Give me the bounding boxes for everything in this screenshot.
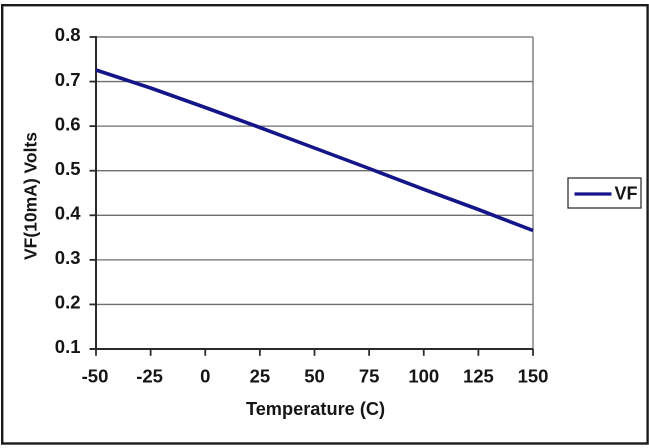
svg-text:25: 25 xyxy=(250,366,271,387)
svg-text:0.7: 0.7 xyxy=(55,69,81,90)
svg-text:0: 0 xyxy=(200,366,210,387)
svg-text:-50: -50 xyxy=(82,366,109,387)
svg-text:0.6: 0.6 xyxy=(55,113,81,134)
svg-text:0.3: 0.3 xyxy=(55,247,81,268)
svg-text:0.1: 0.1 xyxy=(55,336,81,357)
svg-text:150: 150 xyxy=(518,366,549,387)
svg-text:0.4: 0.4 xyxy=(55,203,81,224)
svg-text:VF: VF xyxy=(615,184,638,204)
svg-text:VF(10mA) Volts: VF(10mA) Volts xyxy=(21,132,41,260)
svg-text:125: 125 xyxy=(463,366,494,387)
svg-text:-25: -25 xyxy=(136,366,163,387)
svg-text:0.2: 0.2 xyxy=(55,292,81,313)
svg-text:50: 50 xyxy=(304,366,325,387)
svg-text:0.5: 0.5 xyxy=(55,158,81,179)
svg-text:0.8: 0.8 xyxy=(55,24,81,45)
svg-text:100: 100 xyxy=(408,366,439,387)
svg-text:Temperature (C): Temperature (C) xyxy=(246,399,385,419)
svg-text:75: 75 xyxy=(359,366,380,387)
